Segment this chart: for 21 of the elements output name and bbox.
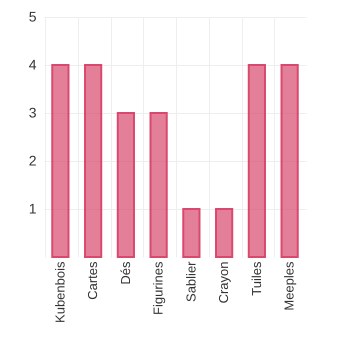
x-tick-label: Meeples	[282, 261, 297, 311]
y-tick-label: 4	[28, 56, 37, 72]
bar	[215, 208, 234, 258]
y-tick-label: 1	[28, 200, 37, 216]
y-tick-label: 3	[28, 104, 37, 120]
x-tick-label: Kubenbois	[52, 261, 68, 323]
bar	[248, 64, 266, 258]
bar	[51, 64, 70, 258]
x-tick-label: Figurines	[150, 261, 166, 315]
x-tick-label: Tuiles	[248, 261, 264, 296]
bar	[150, 112, 168, 258]
y-tick-label: 5	[28, 8, 37, 24]
x-tick-label: Cartes	[85, 261, 100, 300]
x-tick-label: Crayon	[216, 262, 232, 304]
bar	[280, 64, 299, 258]
x-tick-label: Sablier	[183, 260, 198, 302]
y-tick-label: 2	[28, 152, 37, 168]
bar	[84, 64, 102, 258]
bar	[182, 208, 200, 258]
x-tick-label: Dés	[118, 261, 133, 285]
bar	[116, 112, 135, 258]
